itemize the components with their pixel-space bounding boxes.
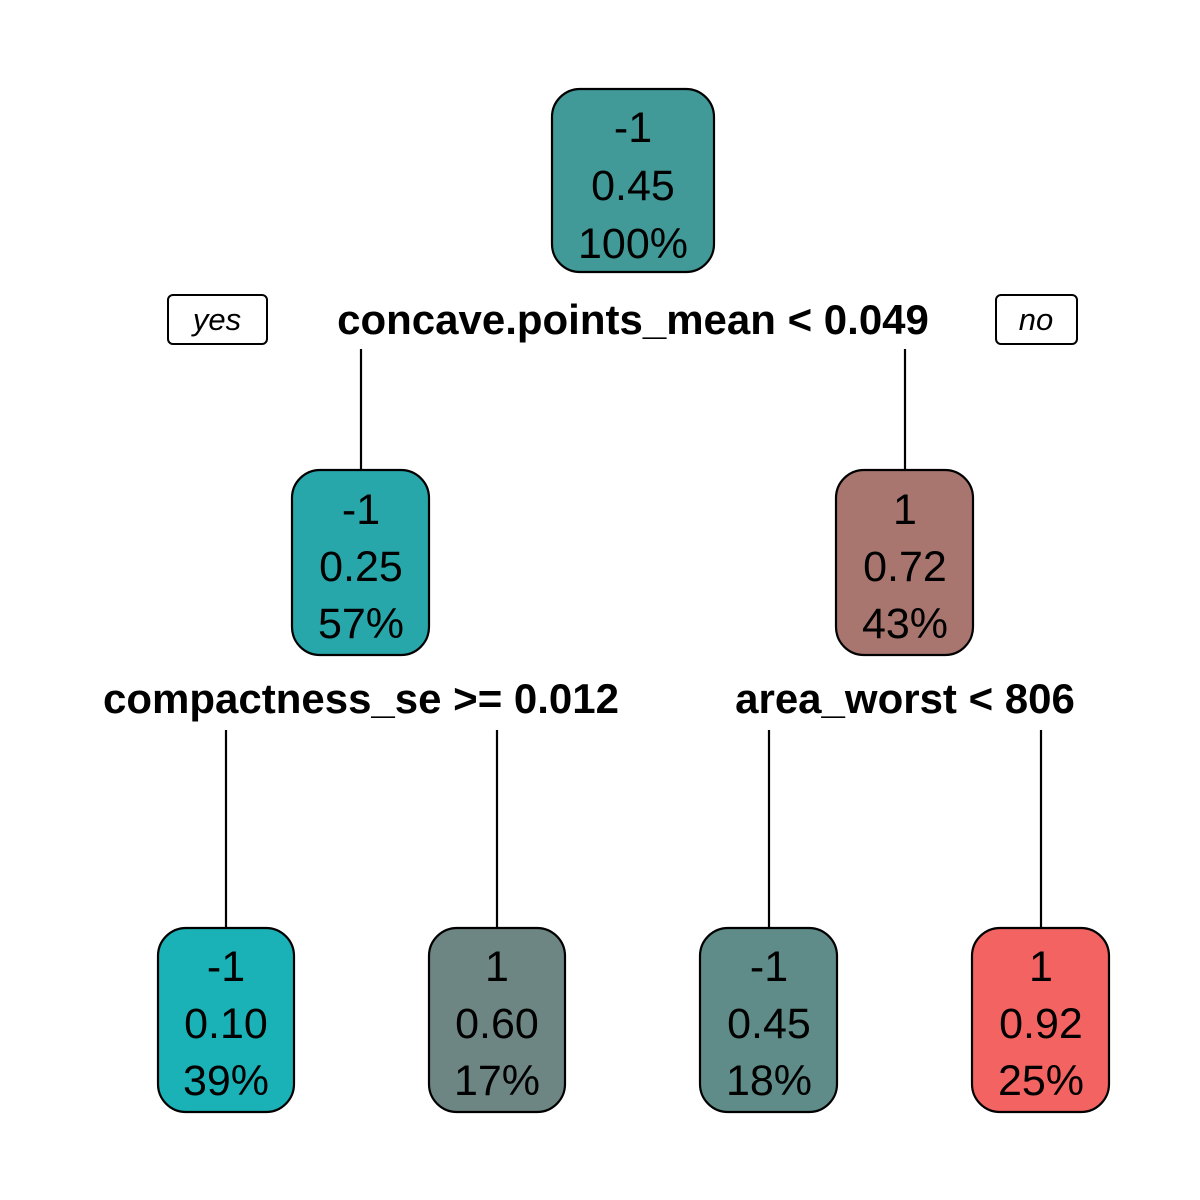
node-probability: 0.25 <box>319 543 403 591</box>
node-box <box>550 87 716 274</box>
tree-edges <box>224 349 1043 928</box>
node-probability: 0.45 <box>591 162 675 210</box>
node-class: -1 <box>750 943 788 991</box>
tree-leaf-4: 1 0.92 25% <box>970 926 1111 1114</box>
root-split: yes concave.points_mean < 0.049 no <box>167 294 1078 345</box>
no-tag-box <box>995 294 1078 345</box>
node-probability: 0.45 <box>727 1000 811 1048</box>
node-box <box>970 926 1111 1114</box>
no-tag: no <box>1019 302 1053 337</box>
node-box <box>290 468 431 657</box>
node-percentage: 18% <box>726 1057 812 1105</box>
node-class: -1 <box>207 943 245 991</box>
node-box <box>834 468 975 657</box>
node-class: 1 <box>893 486 917 534</box>
node-probability: 0.92 <box>999 1000 1083 1048</box>
node-probability: 0.60 <box>455 1000 539 1048</box>
yes-tag-box <box>167 294 268 345</box>
node-class: -1 <box>614 104 652 152</box>
split-label-root: concave.points_mean < 0.049 <box>337 296 929 343</box>
tree-leaf-2: 1 0.60 17% <box>427 926 567 1114</box>
node-class: -1 <box>342 486 380 534</box>
node-class: 1 <box>1029 943 1053 991</box>
node-class: 1 <box>485 943 509 991</box>
node-probability: 0.10 <box>184 1000 268 1048</box>
node-probability: 0.72 <box>863 543 947 591</box>
node-box <box>156 926 296 1114</box>
tree-node-right: 1 0.72 43% <box>834 468 975 657</box>
tree-leaf-1: -1 0.10 39% <box>156 926 296 1114</box>
node-box <box>698 926 839 1114</box>
node-percentage: 39% <box>183 1057 269 1105</box>
split-label-left: compactness_se >= 0.012 <box>103 675 619 722</box>
node-percentage: 57% <box>318 600 404 648</box>
tree-leaf-3: -1 0.45 18% <box>698 926 839 1114</box>
tree-node-root: -1 0.45 100% <box>550 87 716 274</box>
node-percentage: 25% <box>998 1057 1084 1105</box>
tree-node-left: -1 0.25 57% <box>290 468 431 657</box>
node-percentage: 43% <box>862 600 948 648</box>
yes-tag: yes <box>191 302 241 337</box>
node-box <box>427 926 567 1114</box>
node-percentage: 17% <box>454 1057 540 1105</box>
node-percentage: 100% <box>578 220 688 268</box>
split-label-right: area_worst < 806 <box>735 675 1075 722</box>
